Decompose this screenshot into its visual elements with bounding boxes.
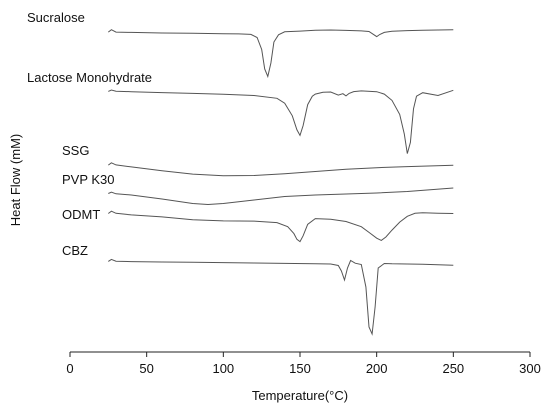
series-labels: Sucralose Lactose Monohydrate SSG PVP K30 OD… [27, 10, 152, 258]
series-label-pvp-k30: PVP K30 [62, 172, 115, 187]
curve-pvp-k30 [108, 187, 454, 206]
curve-sucralose [107, 29, 454, 79]
series-label-ssg: SSG [62, 143, 89, 158]
y-axis-title: Heat Flow (mM) [8, 134, 23, 226]
curves-layer [107, 29, 454, 336]
curve-ssg [108, 162, 454, 177]
x-axis-ticks: 0 50 100 150 200 250 300 [66, 352, 541, 376]
curve-cbz [108, 258, 454, 336]
x-tick-label: 0 [66, 361, 73, 376]
curve-lactose-monohydrate [108, 89, 454, 154]
x-tick-label: 150 [289, 361, 311, 376]
series-label-cbz: CBZ [62, 243, 88, 258]
x-tick-label: 50 [139, 361, 153, 376]
curve-odmt [108, 210, 454, 243]
series-label-odmt: ODMT [62, 207, 100, 222]
x-tick-label: 250 [442, 361, 464, 376]
x-tick-label: 100 [212, 361, 234, 376]
series-label-sucralose: Sucralose [27, 10, 85, 25]
series-label-lactose-monohydrate: Lactose Monohydrate [27, 70, 152, 85]
x-tick-label: 300 [519, 361, 541, 376]
x-axis-title: Temperature(°C) [252, 388, 348, 403]
x-tick-label: 200 [366, 361, 388, 376]
